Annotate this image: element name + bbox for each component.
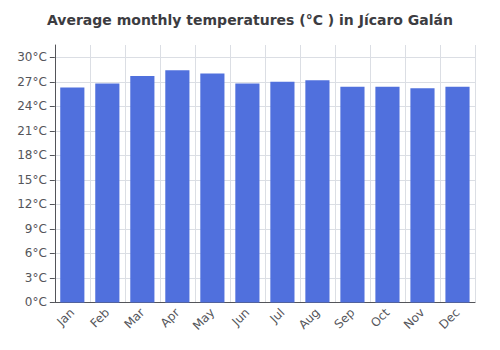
svg-text:Jan: Jan xyxy=(54,306,78,330)
svg-text:27°C: 27°C xyxy=(17,75,47,89)
svg-text:30°C: 30°C xyxy=(17,50,47,64)
svg-text:Jun: Jun xyxy=(228,306,252,330)
svg-text:18°C: 18°C xyxy=(17,148,47,162)
svg-text:9°C: 9°C xyxy=(25,222,47,236)
svg-text:Mar: Mar xyxy=(121,305,147,331)
svg-text:24°C: 24°C xyxy=(17,99,47,113)
svg-text:12°C: 12°C xyxy=(17,197,47,211)
svg-text:Apr: Apr xyxy=(158,305,183,330)
svg-text:Dec: Dec xyxy=(436,306,462,332)
svg-text:3°C: 3°C xyxy=(25,271,47,285)
svg-text:Average monthly temperatures (: Average monthly temperatures (°C ) in Jí… xyxy=(47,12,453,28)
svg-text:21°C: 21°C xyxy=(17,124,47,138)
svg-text:Feb: Feb xyxy=(87,306,112,331)
svg-text:0°C: 0°C xyxy=(25,295,47,309)
svg-text:Aug: Aug xyxy=(296,306,322,332)
svg-text:6°C: 6°C xyxy=(25,246,47,260)
svg-text:Jul: Jul xyxy=(267,306,288,327)
svg-text:May: May xyxy=(190,306,217,333)
svg-text:Oct: Oct xyxy=(368,305,393,330)
svg-text:Sep: Sep xyxy=(332,306,358,332)
svg-text:15°C: 15°C xyxy=(17,173,47,187)
svg-text:Nov: Nov xyxy=(401,306,427,332)
